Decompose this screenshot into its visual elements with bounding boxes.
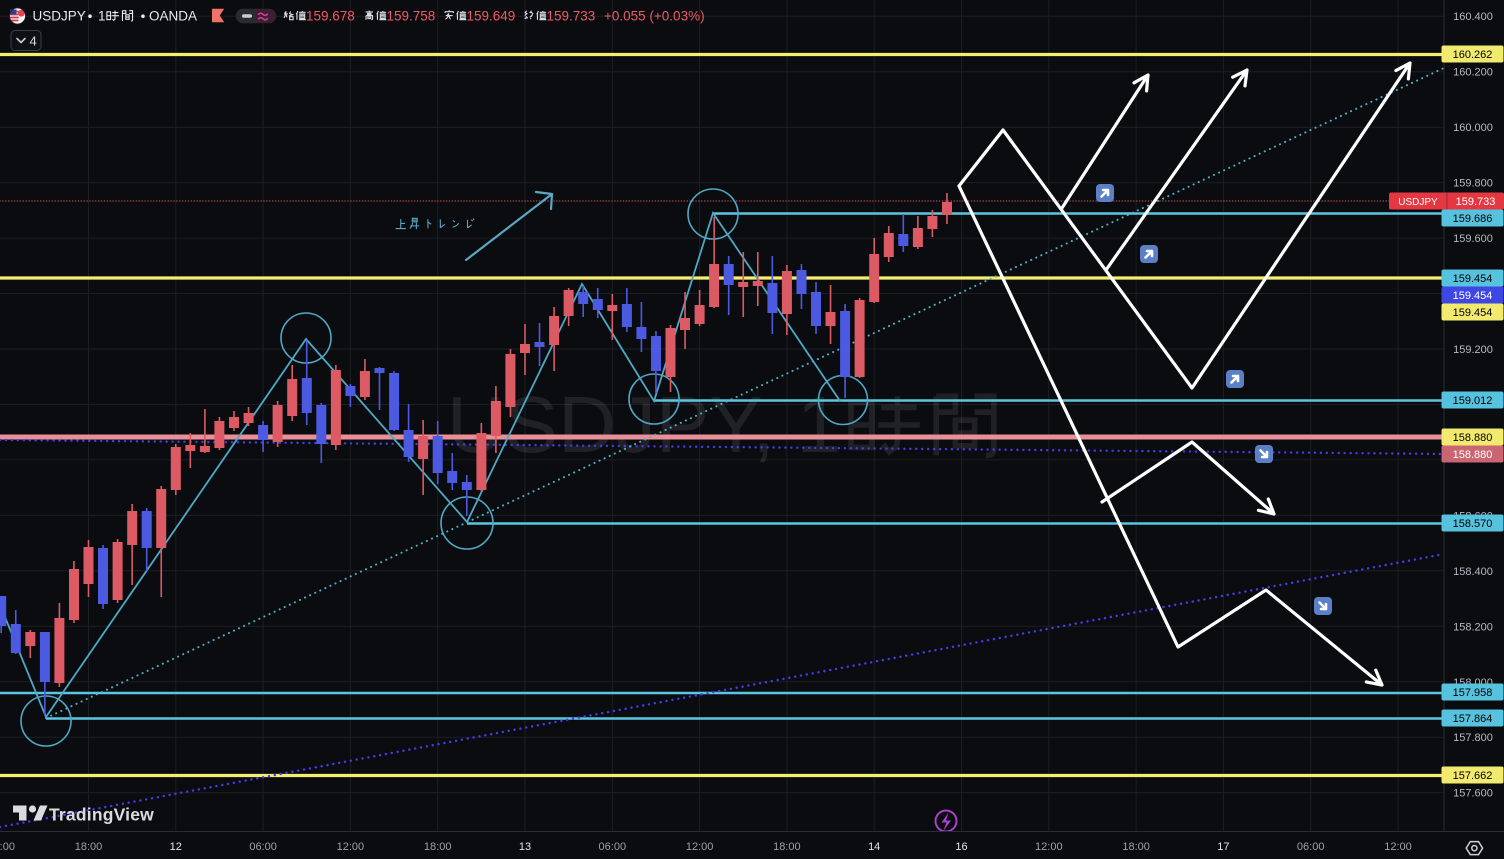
svg-text:159.686: 159.686 — [1453, 213, 1493, 225]
svg-text:159.649: 159.649 — [467, 9, 516, 24]
svg-text:158.200: 158.200 — [1453, 621, 1493, 633]
svg-text:159.454: 159.454 — [1453, 273, 1493, 285]
svg-text:157.800: 157.800 — [1453, 732, 1493, 744]
svg-text:00:00: 00:00 — [0, 841, 15, 853]
svg-text:18:00: 18:00 — [1122, 841, 1150, 853]
svg-text:12:00: 12:00 — [1384, 841, 1412, 853]
svg-text:06:00: 06:00 — [599, 841, 627, 853]
svg-text:157.864: 157.864 — [1453, 713, 1493, 725]
svg-text:14: 14 — [868, 841, 880, 853]
svg-text:160.200: 160.200 — [1453, 67, 1493, 79]
svg-text:12: 12 — [170, 841, 182, 853]
svg-text:12:00: 12:00 — [337, 841, 365, 853]
svg-text:06:00: 06:00 — [1297, 841, 1325, 853]
svg-text:157.958: 157.958 — [1453, 687, 1493, 699]
svg-text:USDJPY: USDJPY — [1398, 197, 1438, 208]
svg-text:18:00: 18:00 — [773, 841, 801, 853]
svg-text:159.012: 159.012 — [1453, 395, 1493, 407]
svg-text:USDJPY: USDJPY — [33, 9, 86, 24]
svg-text:OANDA: OANDA — [149, 9, 197, 24]
svg-text:159.454: 159.454 — [1453, 307, 1493, 319]
svg-text:160.000: 160.000 — [1453, 122, 1493, 134]
svg-text:12:00: 12:00 — [1035, 841, 1063, 853]
svg-text:18:00: 18:00 — [75, 841, 103, 853]
svg-text:159.733: 159.733 — [1456, 196, 1496, 208]
svg-text:18:00: 18:00 — [424, 841, 452, 853]
svg-text:158.880: 158.880 — [1453, 432, 1493, 444]
svg-text:160.262: 160.262 — [1453, 49, 1493, 61]
svg-text:159.678: 159.678 — [306, 9, 355, 24]
svg-text:159.454: 159.454 — [1453, 290, 1493, 302]
svg-text:158.880: 158.880 — [1453, 449, 1493, 461]
svg-text:13: 13 — [519, 841, 531, 853]
svg-text:160.400: 160.400 — [1453, 11, 1493, 23]
svg-text:159.600: 159.600 — [1453, 233, 1493, 245]
svg-text:158.570: 158.570 — [1453, 518, 1493, 530]
svg-text:06:00: 06:00 — [249, 841, 277, 853]
svg-text:157.600: 157.600 — [1453, 788, 1493, 800]
svg-text:4: 4 — [30, 34, 37, 49]
svg-text:157.662: 157.662 — [1453, 770, 1493, 782]
svg-text:16: 16 — [955, 841, 967, 853]
svg-text:159.733: 159.733 — [547, 9, 596, 24]
svg-text:159.800: 159.800 — [1453, 178, 1493, 190]
svg-text:159.200: 159.200 — [1453, 344, 1493, 356]
svg-text:+0.055 (+0.03%): +0.055 (+0.03%) — [604, 9, 705, 24]
svg-text:1: 1 — [98, 9, 106, 24]
svg-text:17: 17 — [1217, 841, 1229, 853]
svg-text:159.758: 159.758 — [387, 9, 436, 24]
svg-text:TradingView: TradingView — [49, 805, 154, 825]
svg-text:12:00: 12:00 — [686, 841, 714, 853]
svg-text:158.400: 158.400 — [1453, 566, 1493, 578]
